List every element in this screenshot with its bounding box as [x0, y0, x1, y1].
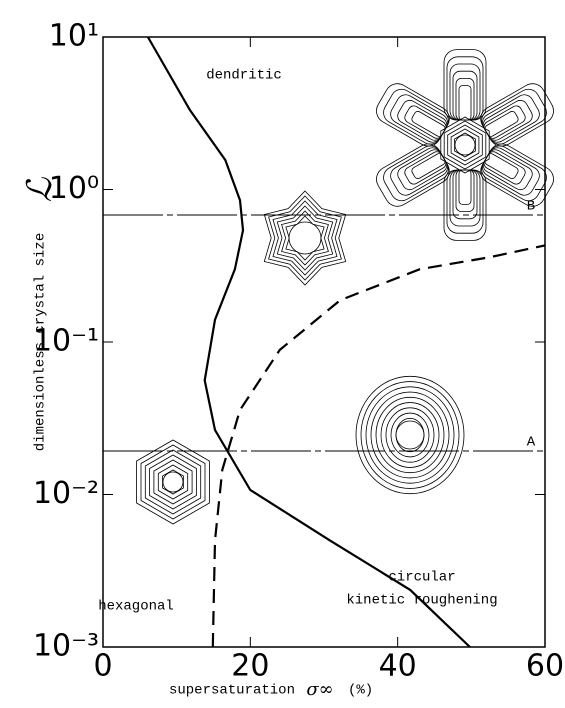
- icon: [386, 408, 434, 462]
- icon: [387, 145, 450, 199]
- icon: [289, 222, 321, 254]
- icon: [264, 191, 345, 285]
- icon: [396, 421, 424, 449]
- icon: [459, 86, 471, 120]
- icon: [380, 85, 453, 148]
- icon: [163, 470, 184, 494]
- x-axis-label: supersaturation: [169, 683, 295, 699]
- icon: [356, 376, 464, 493]
- chart: dimensionless crystal size ℒ supersatura…: [0, 0, 565, 703]
- reference-label: B: [527, 199, 535, 215]
- icon: [450, 170, 480, 226]
- icon: [137, 440, 210, 524]
- icon: [448, 125, 483, 165]
- series-line: [213, 245, 545, 647]
- icon: [381, 403, 439, 468]
- icon: [455, 133, 476, 157]
- icon: [286, 216, 324, 260]
- icon: [371, 392, 449, 478]
- y-tick-label: 10⁻²: [33, 476, 99, 511]
- icon: [141, 445, 205, 519]
- icon: [150, 455, 197, 509]
- icon: [444, 121, 486, 169]
- x-tick-label: 40: [379, 649, 417, 684]
- icon: [450, 64, 480, 120]
- icon: [478, 85, 551, 148]
- x-tick-label: 60: [526, 649, 564, 684]
- annotation: dendritic: [206, 68, 282, 84]
- icon: [154, 460, 192, 504]
- y-tick-label: 10⁰: [49, 171, 99, 206]
- x-tick-label: 20: [231, 649, 269, 684]
- y-tick-label: 10⁻¹: [33, 324, 99, 359]
- icon: [396, 418, 424, 451]
- icon: [479, 92, 542, 146]
- icon: [447, 57, 483, 120]
- x-symbol: σ∞: [306, 679, 333, 700]
- icon: [478, 142, 551, 205]
- icon: [366, 387, 454, 483]
- icon: [387, 92, 450, 146]
- icon: [269, 196, 342, 280]
- icon: [459, 170, 471, 204]
- icon: [479, 145, 542, 199]
- reference-label: A: [527, 435, 536, 451]
- icon: [455, 135, 475, 155]
- icon: [273, 201, 337, 275]
- series-line: [148, 37, 470, 647]
- y-tick-label: 10⁻³: [33, 629, 99, 664]
- annotation: circular: [388, 570, 455, 586]
- icon: [163, 472, 183, 492]
- icon: [447, 170, 483, 233]
- icon: [380, 142, 453, 205]
- crystal-icons: [137, 50, 559, 524]
- x-unit: (%): [348, 683, 373, 699]
- annotation: kinetic roughening: [346, 593, 497, 609]
- annotation: hexagonal: [98, 599, 174, 615]
- y-tick-label: 10¹: [49, 19, 99, 54]
- icon: [391, 413, 429, 457]
